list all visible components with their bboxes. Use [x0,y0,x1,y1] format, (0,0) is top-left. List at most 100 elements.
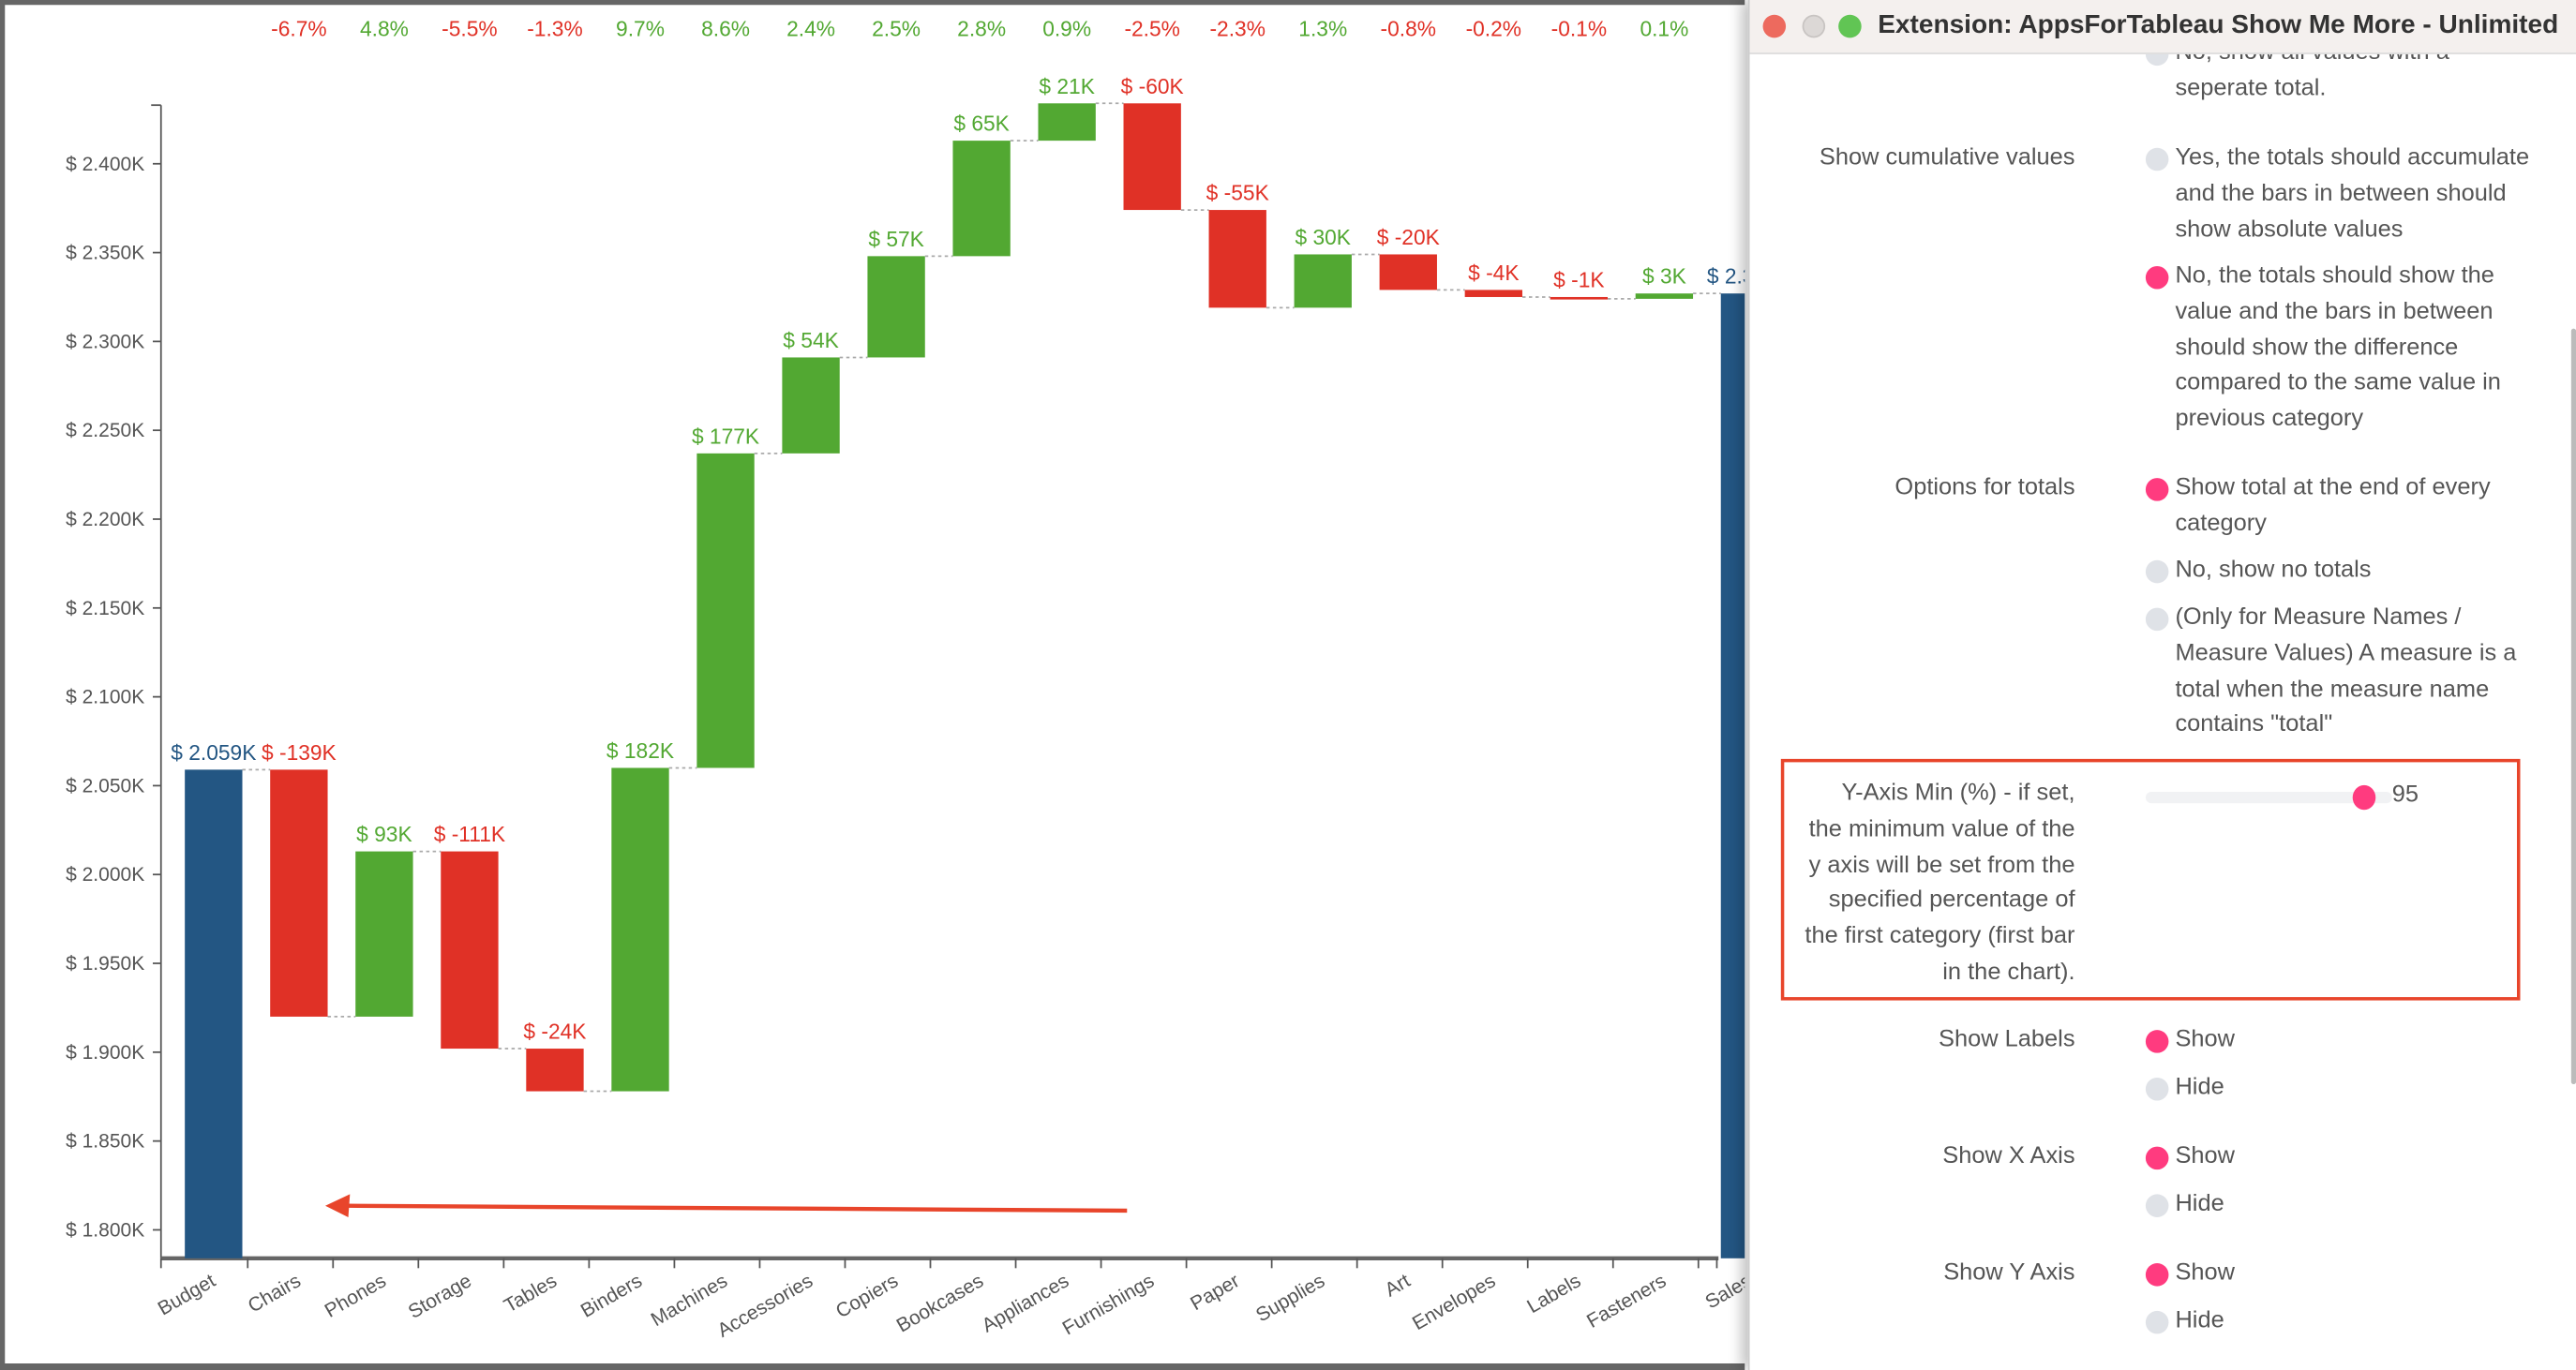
x-tick-label: Supplies [1252,1270,1328,1326]
percent-change-label: -2.3% [1209,17,1265,41]
bar-binders [611,767,669,1092]
option-total-end-of-category[interactable]: Show total at the end of every category [2144,471,2490,543]
label-show-cumulative-values: Show cumulative values [1819,144,2075,171]
label-text-line: specified percentage of [1828,887,2075,915]
option-text-line: (Only for Measure Names / [2175,604,2462,632]
radio-button[interactable] [2145,1146,2169,1170]
y-axis-min-slider-track[interactable] [2145,791,2392,804]
radio-button[interactable] [2145,607,2169,632]
bar-furnishings [1123,103,1181,211]
bar-budget [185,769,243,1258]
y-tick-label: $ 2.050K [66,775,144,797]
y-axis-min-slider-thumb[interactable] [2352,784,2376,811]
close-window-button[interactable] [1762,14,1787,38]
x-tick-label: Copiers [832,1270,902,1322]
option-text: Hide [2175,1307,2224,1334]
bar-value-label: $ 2.327K [1707,264,1745,289]
bar-value-label: $ -55K [1206,181,1269,205]
percent-change-label: 9.7% [616,17,665,41]
percent-change-label: 8.6% [701,17,750,41]
percent-change-label: 4.8% [360,17,409,41]
percent-change-label: 2.8% [957,17,1006,41]
bar-value-label: $ -4K [1468,261,1519,285]
option-show-x-axis-hide[interactable]: Hide [2144,1187,2224,1223]
x-tick-label: Furnishings [1059,1270,1159,1339]
window-titlebar: Extension: AppsForTableau Show Me More -… [1749,0,2576,54]
option-show-y-axis-hide[interactable]: Hide [2144,1304,2224,1340]
minimize-window-button[interactable] [1802,14,1826,38]
bar-value-label: $ 57K [868,227,923,251]
option-text-line: contains "total" [2175,711,2333,738]
scrollbar[interactable] [2570,328,2576,1084]
x-tick-label: Sales [1701,1270,1745,1313]
x-tick-label: Accessories [713,1270,816,1342]
bar-sales [1720,293,1745,1258]
bar-envelopes [1464,290,1522,297]
option-text: Show [2175,1143,2236,1170]
percent-change-label: -5.5% [442,17,497,41]
option-cumulative-no[interactable]: No, the totals should show the value and … [2144,260,2501,439]
option-text-line: show absolute values [2175,216,2404,243]
percent-change-label: 0.9% [1042,17,1091,41]
radio-button[interactable] [2145,478,2169,501]
percent-change-label: -0.2% [1466,17,1521,41]
bar-accessories [782,357,840,454]
waterfall-chart: $ 1.800K $ 1.850K $ 1.900K $ 1.950K $ 2.000K… [66,17,1745,1342]
radio-button[interactable] [2145,1310,2169,1334]
bar-value-label: $ 2.059K [171,740,256,765]
option-text-line: should show the difference [2175,334,2459,361]
bar-labels [1550,296,1609,300]
percent-change-label: 1.3% [1298,17,1347,41]
bar-machines [696,453,755,768]
radio-button[interactable] [2145,559,2169,584]
option-text-line: category [2175,510,2267,537]
label-options-for-totals: Options for totals [1895,474,2075,501]
bar-value-label: $ -24K [523,1020,586,1044]
radio-button[interactable] [2145,1263,2169,1287]
option-cumulative-yes[interactable]: Yes, the totals should accumulate and the… [2144,141,2529,249]
bar-value-label: $ -60K [1121,74,1184,98]
maximize-window-button[interactable] [1838,14,1862,38]
percent-change-label: -6.7% [271,17,326,41]
y-tick-label: $ 2.000K [66,864,144,886]
option-show-labels-hide[interactable]: Hide [2144,1071,2224,1107]
bar-value-label: $ -139K [262,740,337,765]
percent-change-label: -0.8% [1381,17,1436,41]
option-measure-names-totals[interactable]: (Only for Measure Names / Measure Values)… [2144,602,2516,745]
bar-supplies [1294,254,1352,308]
radio-button[interactable] [2145,1077,2169,1101]
bar-value-label: $ 54K [783,328,838,352]
option-text: Show [2175,1026,2236,1053]
option-text: Hide [2175,1074,2224,1101]
bar-chairs [270,769,328,1017]
option-text-line: total when the measure name [2175,676,2490,703]
option-show-x-axis-show[interactable]: Show [2144,1140,2235,1176]
percent-change-label: 0.1% [1640,17,1688,41]
option-show-y-axis-show[interactable]: Show [2144,1257,2235,1292]
y-tick-label: $ 1.800K [66,1219,144,1241]
radio-button[interactable] [2145,265,2169,290]
y-tick-label: $ 2.150K [66,598,144,619]
percent-change-label: -0.1% [1551,17,1607,41]
y-tick-label: $ 2.350K [66,243,144,264]
option-show-labels-show[interactable]: Show [2144,1023,2235,1059]
x-tick-label: Appliances [979,1270,1073,1336]
x-tick-label: Labels [1523,1270,1584,1318]
radio-button[interactable] [2145,1194,2169,1217]
bar-tables [526,1049,584,1092]
x-tick-label: Budget [155,1270,219,1319]
bar-copiers [867,256,925,358]
option-no-totals[interactable]: No, show no totals [2144,554,2371,589]
y-tick-label: $ 2.300K [66,331,144,352]
y-axis-min-value: 95 [2391,782,2419,809]
arrow-left-icon [325,1194,351,1217]
option-text: Hide [2175,1190,2224,1217]
option-text-line: Measure Values) A measure is a [2175,640,2517,667]
percent-change-label: 2.4% [786,17,835,41]
radio-button[interactable] [2145,1030,2169,1053]
label-y-axis-min: Y-Axis Min (%) - if set, the minimum valu… [1805,777,2074,991]
radio-button[interactable] [2145,147,2169,171]
bar-paper [1208,210,1266,308]
label-text-line: in the chart). [1942,959,2075,986]
y-tick-label: $ 2.250K [66,420,144,441]
